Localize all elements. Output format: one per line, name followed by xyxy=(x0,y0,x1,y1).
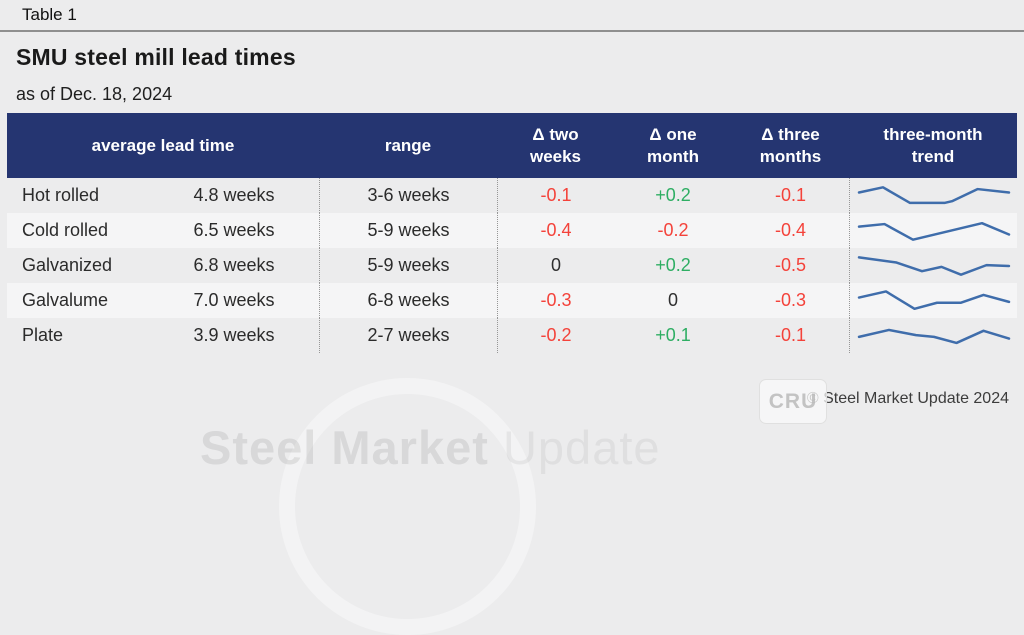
header-range: range xyxy=(384,135,432,155)
avg-lead-time-value: 6.5 weeks xyxy=(193,220,275,240)
product-label: Hot rolled xyxy=(22,185,100,205)
watermark-circle-logo xyxy=(279,378,536,635)
table-row: Hot rolled 4.8 weeks 3-6 weeks -0.1 +0.2… xyxy=(7,178,1017,213)
trend-sparkline xyxy=(859,323,1009,349)
header-delta-two-weeks: Δ two weeks xyxy=(529,125,582,166)
table-row: Plate 3.9 weeks 2-7 weeks -0.2 +0.1 -0.1 xyxy=(7,318,1017,353)
table-tag: Table 1 xyxy=(22,5,77,24)
delta-two-weeks-value: -0.3 xyxy=(497,283,614,318)
product-label: Plate xyxy=(22,325,64,345)
trend-cell xyxy=(849,248,1017,283)
avg-lead-time-value: 6.8 weeks xyxy=(193,255,275,275)
table-header-row: average lead time range Δ two weeks Δ on… xyxy=(7,113,1017,178)
delta-three-months-value: -0.3 xyxy=(774,290,807,310)
delta-three-months-value: -0.4 xyxy=(774,220,807,240)
trend-sparkline xyxy=(859,218,1009,244)
delta-one-month-value: +0.1 xyxy=(655,325,691,345)
table-row: Galvalume 7.0 weeks 6-8 weeks -0.3 0 -0.… xyxy=(7,283,1017,318)
delta-two-weeks-value: 0 xyxy=(497,248,614,283)
header-three-month-trend: three-month trend xyxy=(883,125,983,166)
avg-lead-time-value: 3.9 weeks xyxy=(193,325,275,345)
trend-cell xyxy=(849,178,1017,213)
trend-sparkline xyxy=(859,183,1009,209)
avg-lead-time-value: 4.8 weeks xyxy=(193,185,275,205)
delta-one-month-value: -0.2 xyxy=(657,220,689,240)
avg-lead-time-value: 7.0 weeks xyxy=(193,290,275,310)
as-of-date: as of Dec. 18, 2024 xyxy=(16,84,173,104)
range-value: 3-6 weeks xyxy=(319,178,497,213)
range-value: 2-7 weeks xyxy=(319,318,497,353)
delta-two-weeks-value: -0.4 xyxy=(497,213,614,248)
table-row: Cold rolled 6.5 weeks 5-9 weeks -0.4 -0.… xyxy=(7,213,1017,248)
product-label: Cold rolled xyxy=(22,220,109,240)
delta-one-month-value: +0.2 xyxy=(655,255,691,275)
range-value: 5-9 weeks xyxy=(319,213,497,248)
watermark-brand-text: Steel Market Update xyxy=(200,421,661,474)
delta-three-months-value: -0.1 xyxy=(774,185,807,205)
lead-times-table: average lead time range Δ two weeks Δ on… xyxy=(7,113,1017,635)
divider-line xyxy=(0,30,1024,32)
table-row: Galvanized 6.8 weeks 5-9 weeks 0 +0.2 -0… xyxy=(7,248,1017,283)
header-average-lead-time: average lead time xyxy=(91,135,235,155)
delta-two-weeks-value: -0.2 xyxy=(497,318,614,353)
header-delta-three-months: Δ three months xyxy=(759,125,822,166)
trend-cell xyxy=(849,283,1017,318)
product-label: Galvanized xyxy=(22,255,113,275)
page-title: SMU steel mill lead times xyxy=(16,44,296,70)
delta-one-month-value: 0 xyxy=(667,290,678,310)
header-delta-one-month: Δ one month xyxy=(647,125,699,166)
copyright-notice: © Steel Market Update 2024 xyxy=(806,390,1009,407)
delta-two-weeks-value: -0.1 xyxy=(497,178,614,213)
delta-three-months-value: -0.5 xyxy=(774,255,807,275)
trend-cell xyxy=(849,213,1017,248)
trend-cell xyxy=(849,318,1017,353)
delta-three-months-value: -0.1 xyxy=(774,325,807,345)
trend-sparkline xyxy=(859,253,1009,279)
table-body: Steel Market Update CRU Hot rolled 4.8 w… xyxy=(7,178,1017,635)
delta-one-month-value: +0.2 xyxy=(655,185,691,205)
product-label: Galvalume xyxy=(22,290,109,310)
range-value: 6-8 weeks xyxy=(319,283,497,318)
range-value: 5-9 weeks xyxy=(319,248,497,283)
trend-sparkline xyxy=(859,288,1009,314)
